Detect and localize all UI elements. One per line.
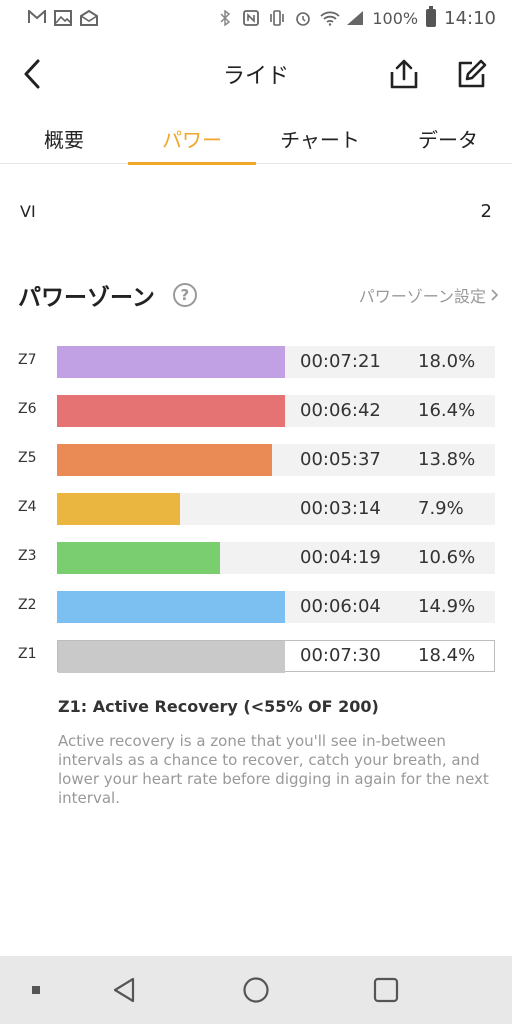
tab-chart[interactable]: チャート [280,127,360,152]
zone-label: Z5 [18,450,37,466]
nav-back-button[interactable] [104,970,144,1010]
zone-percent: 10.6% [418,547,476,568]
zone-bar [57,591,285,623]
zone-bar [57,493,180,525]
clock: 14:10 [444,7,496,29]
zone-bar [57,542,221,574]
share-icon [390,59,418,89]
square-recents-icon [373,977,399,1003]
zone-percent: 14.9% [418,596,476,617]
zone-time: 00:03:14 [300,498,381,519]
vi-value: 2 [480,200,492,222]
nav-recents-button[interactable] [366,970,406,1010]
zone-row-z5[interactable]: Z5 00:05:37 13.8% [0,442,512,478]
signal-icon [346,10,364,26]
zone-percent: 16.4% [418,400,476,421]
zone-row-z2[interactable]: Z2 00:06:04 14.9% [0,589,512,625]
circle-home-icon [243,977,269,1003]
chevron-left-icon [24,59,40,89]
power-zone-settings-label: パワーゾーン設定 [358,287,486,306]
dot-icon [32,986,40,994]
tab-overview[interactable]: 概要 [44,127,84,152]
zone-description-text: Active recovery is a zone that you'll se… [58,732,489,807]
edit-button[interactable] [452,54,492,94]
nav-home-button[interactable] [236,970,276,1010]
zone-bar [57,444,272,476]
zone-percent: 7.9% [418,498,464,519]
zone-track [57,542,495,574]
wifi-icon [320,10,340,26]
help-icon[interactable]: ? [172,283,197,307]
zone-label: Z1 [18,646,37,662]
chevron-right-icon [491,289,498,301]
zone-row-z6[interactable]: Z6 00:06:42 16.4% [0,393,512,429]
power-zone-settings-link[interactable]: パワーゾーン設定 [359,283,498,307]
zone-bar [57,346,285,378]
edit-icon [458,59,487,88]
zone-time: 00:06:04 [300,596,381,617]
zone-row-z1[interactable]: Z1 00:07:30 18.4% [0,638,512,674]
tab-data[interactable]: データ [418,127,478,152]
zone-track [57,444,495,476]
zone-label: Z4 [18,499,37,515]
zone-track [57,640,495,673]
share-button[interactable] [384,54,424,94]
zone-bar [57,395,285,427]
vibrate-icon [268,10,286,26]
zone-bar [58,641,285,673]
zone-track [57,591,495,623]
zone-label: Z7 [18,352,37,368]
zone-time: 00:04:19 [300,547,381,568]
vi-row: VI 2 [20,196,492,226]
battery-icon [426,6,437,27]
mail-icon [80,9,98,26]
zone-track [57,346,495,378]
zone-label: Z2 [18,597,37,613]
zone-row-z4[interactable]: Z4 00:03:14 7.9% [0,491,512,527]
power-zones-header: パワーゾーン ? パワーゾーン設定 [18,276,498,314]
vi-label: VI [20,201,36,221]
page-title: ライド [222,64,289,89]
zone-time: 00:07:21 [300,351,381,372]
zone-percent: 13.8% [418,449,476,470]
zone-label: Z6 [18,401,37,417]
system-nav-bar [0,956,512,1024]
alarm-icon [294,10,312,26]
triangle-back-icon [113,977,135,1003]
zone-track [57,395,495,427]
status-right: 100% 14:10 [216,6,496,29]
nav-dot-button[interactable] [16,970,56,1010]
zone-row-z7[interactable]: Z7 00:07:21 18.0% [0,344,512,380]
tab-bar: 概要 パワー チャート データ [0,112,512,165]
power-zones-title: パワーゾーン [18,285,155,311]
bluetooth-icon [216,9,234,27]
back-button[interactable] [12,54,52,94]
app-header: ライド [0,36,512,112]
zone-time: 00:05:37 [300,449,381,470]
gmail-icon [28,8,46,26]
status-bar: 100% 14:10 [0,0,512,36]
battery-percent: 100% [372,8,419,28]
zone-time: 00:07:30 [300,645,381,666]
zone-label: Z3 [18,548,37,564]
tab-power[interactable]: パワー [128,112,256,165]
zone-row-z3[interactable]: Z3 00:04:19 10.6% [0,540,512,576]
zone-track [57,493,495,525]
zone-description-title: Z1: Active Recovery (<55% OF 200) [58,697,379,716]
nfc-icon [242,10,260,26]
zone-percent: 18.0% [418,351,476,372]
gallery-icon [54,10,72,26]
zone-time: 00:06:42 [300,400,381,421]
status-left [28,8,98,26]
zone-percent: 18.4% [418,645,476,666]
